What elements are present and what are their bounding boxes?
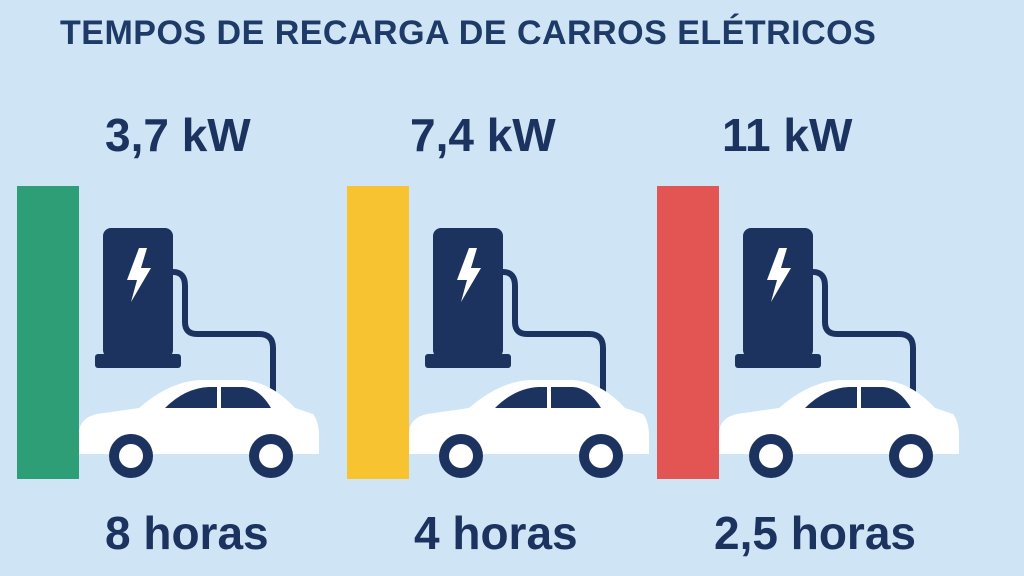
charger-panel-1: 3,7 kW 8 horas [0,0,330,576]
charger-power-label: 3,7 kW [105,109,251,161]
charge-time-label: 2,5 horas [714,507,916,559]
charging-cable [502,269,606,398]
charging-station-icon [95,228,276,398]
electric-car-icon [79,380,319,478]
charging-station-icon [735,228,916,398]
charge-level-bar [17,186,79,479]
charge-level-bar [347,186,409,479]
charge-time-label: 8 horas [105,507,269,559]
electric-car-icon [719,380,959,478]
lightning-bolt-icon [457,248,481,302]
charger-panel-2: 7,4 kW 4 horas [330,0,660,576]
charge-time-label: 4 horas [414,507,578,559]
charging-station-illustration [409,228,649,478]
lightning-bolt-icon [127,248,151,302]
lightning-bolt-icon [767,248,791,302]
charging-station-illustration [719,228,959,478]
charging-station-illustration [79,228,319,478]
charging-station-icon [425,228,606,398]
charging-cable [172,269,276,398]
charger-power-label: 7,4 kW [410,109,556,161]
charging-cable [812,269,916,398]
page-title: TEMPOS DE RECARGA DE CARROS ELÉTRICOS [60,14,877,52]
charger-panel-3: 11 kW 2,5 horas [640,0,970,576]
charge-level-bar [657,186,719,479]
electric-car-icon [409,380,649,478]
charger-power-label: 11 kW [722,109,853,161]
